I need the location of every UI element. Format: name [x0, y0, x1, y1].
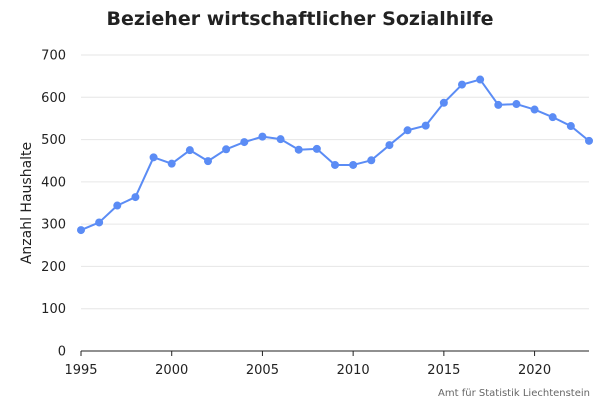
series-line — [80, 78, 590, 231]
x-tick-label: 1995 — [64, 363, 97, 378]
data-point[interactable] — [113, 201, 122, 210]
data-point[interactable] — [512, 100, 521, 109]
data-point[interactable] — [149, 153, 158, 162]
y-tick-label: 200 — [41, 260, 66, 275]
y-tick-label: 500 — [41, 133, 66, 148]
series-layer — [77, 75, 593, 235]
data-point[interactable] — [458, 80, 466, 89]
data-point[interactable] — [204, 157, 212, 166]
data-point[interactable] — [530, 105, 539, 114]
x-tick-label: 2005 — [246, 363, 279, 378]
data-point[interactable] — [439, 98, 448, 107]
axes: 0 100 200 300 400 500 600 700 1995 2000 2005 2010 20… — [41, 49, 589, 378]
data-point[interactable] — [276, 135, 285, 144]
data-point[interactable] — [385, 141, 394, 150]
x-tick-label: 2015 — [427, 363, 460, 378]
data-point[interactable] — [77, 226, 85, 235]
source-note: Amt für Statistik Liechtenstein — [438, 388, 590, 399]
chart-title: Bezieher wirtschaftlicher Sozialhilfe — [106, 8, 493, 30]
data-point[interactable] — [367, 156, 376, 165]
x-tick-label: 2020 — [518, 363, 551, 378]
x-tick-label: 2010 — [337, 363, 370, 378]
y-axis-title: Anzahl Haushalte — [19, 142, 35, 264]
data-point[interactable] — [585, 136, 593, 145]
y-tick-label: 0 — [58, 345, 66, 360]
data-point[interactable] — [403, 126, 412, 135]
data-point[interactable] — [258, 132, 267, 141]
y-tick-label: 400 — [41, 175, 66, 190]
data-point[interactable] — [167, 159, 176, 168]
data-point[interactable] — [222, 145, 231, 154]
data-point[interactable] — [95, 218, 104, 227]
y-tick-label: 100 — [41, 302, 66, 317]
y-tick-label: 300 — [41, 218, 66, 233]
data-point[interactable] — [566, 122, 575, 131]
y-tick-label: 600 — [41, 91, 66, 106]
data-point[interactable] — [294, 145, 303, 154]
data-point[interactable] — [240, 138, 249, 147]
x-tick-label: 2000 — [155, 363, 188, 378]
data-point[interactable] — [312, 144, 321, 153]
data-point[interactable] — [331, 160, 339, 169]
data-point[interactable] — [349, 160, 358, 169]
gridlines — [81, 54, 589, 310]
data-point[interactable] — [185, 146, 194, 155]
y-tick-label: 700 — [41, 49, 66, 64]
data-point[interactable] — [476, 75, 485, 84]
data-point[interactable] — [494, 100, 503, 109]
data-point[interactable] — [131, 193, 140, 202]
data-point[interactable] — [421, 121, 430, 130]
data-point[interactable] — [548, 113, 557, 122]
